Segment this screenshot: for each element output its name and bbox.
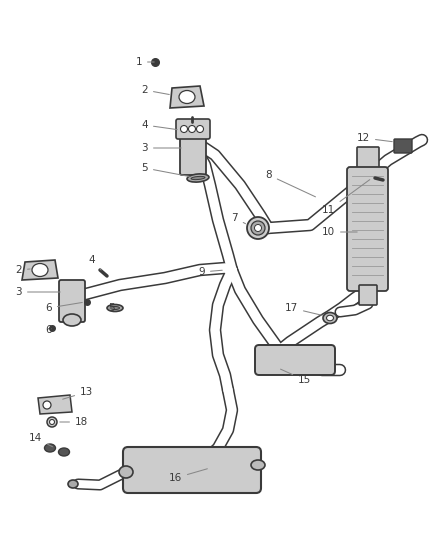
Text: 3: 3 <box>141 143 181 153</box>
Text: 4: 4 <box>141 120 177 130</box>
FancyBboxPatch shape <box>359 285 377 305</box>
Ellipse shape <box>107 304 123 311</box>
Ellipse shape <box>49 419 54 424</box>
Text: 2: 2 <box>141 85 169 95</box>
Ellipse shape <box>110 306 120 310</box>
FancyBboxPatch shape <box>176 119 210 139</box>
Text: 2: 2 <box>15 265 30 275</box>
Ellipse shape <box>254 224 261 231</box>
Text: 5: 5 <box>108 303 115 313</box>
Text: 6: 6 <box>46 302 82 313</box>
Text: 16: 16 <box>169 469 207 483</box>
Ellipse shape <box>119 466 133 478</box>
Polygon shape <box>170 86 204 108</box>
Ellipse shape <box>179 91 195 103</box>
Ellipse shape <box>68 480 78 488</box>
Ellipse shape <box>247 217 269 239</box>
Text: 8: 8 <box>265 170 315 197</box>
Text: 7: 7 <box>231 213 246 224</box>
FancyBboxPatch shape <box>255 345 335 375</box>
Text: 3: 3 <box>15 287 60 297</box>
Ellipse shape <box>191 176 205 180</box>
Ellipse shape <box>251 221 265 235</box>
Text: 11: 11 <box>322 180 370 215</box>
Text: 12: 12 <box>357 133 392 143</box>
Text: 18: 18 <box>60 417 88 427</box>
Text: 13: 13 <box>63 387 93 399</box>
Text: 1: 1 <box>135 57 154 67</box>
Ellipse shape <box>326 315 333 321</box>
Ellipse shape <box>251 460 265 470</box>
Ellipse shape <box>43 401 51 409</box>
Text: 5: 5 <box>141 163 189 176</box>
FancyBboxPatch shape <box>357 147 379 171</box>
Ellipse shape <box>187 174 209 182</box>
Text: 4: 4 <box>88 255 101 270</box>
Ellipse shape <box>188 125 195 133</box>
Ellipse shape <box>45 444 56 452</box>
Ellipse shape <box>32 263 48 277</box>
Ellipse shape <box>59 448 70 456</box>
Ellipse shape <box>197 125 204 133</box>
Ellipse shape <box>180 125 187 133</box>
Polygon shape <box>38 395 72 414</box>
Ellipse shape <box>63 314 81 326</box>
Text: 6: 6 <box>46 325 52 335</box>
Ellipse shape <box>47 417 57 427</box>
FancyBboxPatch shape <box>394 139 412 153</box>
FancyBboxPatch shape <box>123 447 261 493</box>
FancyBboxPatch shape <box>59 280 85 322</box>
Text: 17: 17 <box>285 303 322 316</box>
Text: 9: 9 <box>198 267 222 277</box>
Text: 15: 15 <box>280 369 311 385</box>
Text: 10: 10 <box>322 227 357 237</box>
Ellipse shape <box>323 312 337 324</box>
Polygon shape <box>22 260 58 280</box>
FancyBboxPatch shape <box>180 133 206 175</box>
FancyBboxPatch shape <box>347 167 388 291</box>
Text: 14: 14 <box>29 433 53 447</box>
